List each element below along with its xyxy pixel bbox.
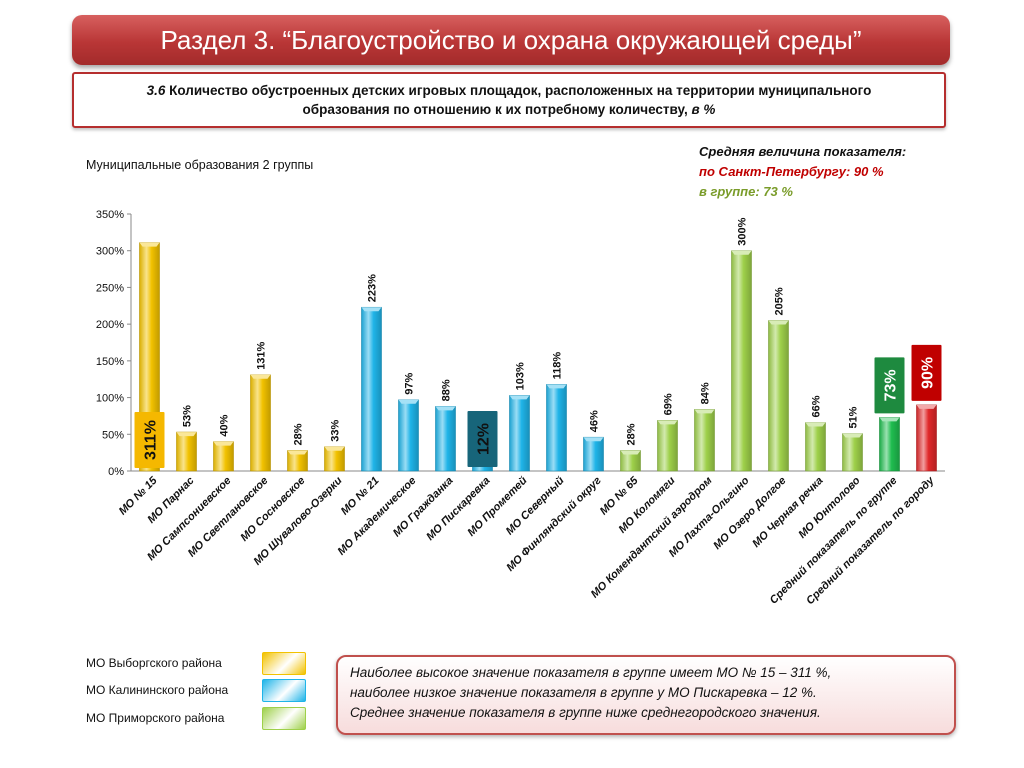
- bar-top-bevel: [658, 420, 678, 424]
- legend-item-kalinin: МО Калининского района: [86, 677, 316, 703]
- y-tick-label: 50%: [102, 429, 124, 441]
- bar-value-label: 46%: [589, 410, 601, 432]
- bar: [769, 320, 789, 471]
- category-label: МО Озеро Долгое: [711, 475, 788, 552]
- bar-top-bevel: [177, 432, 197, 436]
- bar-chart: 0%50%100%150%200%250%300%350%311%МО № 15…: [0, 0, 1024, 650]
- bar: [177, 432, 197, 471]
- legend-swatch-green: [262, 707, 306, 730]
- bar-top-bevel: [769, 320, 789, 324]
- bar-value-label: 118%: [552, 352, 564, 380]
- bar: [547, 384, 567, 471]
- bar-top-bevel: [806, 423, 826, 427]
- bar: [843, 434, 863, 471]
- bar-value-label: 84%: [700, 382, 712, 404]
- bar: [732, 251, 752, 471]
- legend-item-primorsky: МО Приморского района: [86, 705, 316, 731]
- legend-swatch-blue: [262, 679, 306, 702]
- conclusion-line-3: Среднее значение показателя в группе ниж…: [350, 703, 942, 723]
- bar-value-label: 131%: [256, 341, 268, 369]
- bar: [436, 406, 456, 471]
- y-tick-label: 300%: [96, 246, 124, 258]
- bar-top-bevel: [732, 251, 752, 255]
- bar-top-bevel: [251, 375, 271, 379]
- y-tick-label: 100%: [96, 393, 124, 405]
- bar-top-bevel: [325, 447, 345, 451]
- bar-value-label: 12%: [476, 423, 493, 455]
- conclusion-box: Наиболее высокое значение показателя в г…: [336, 655, 956, 735]
- bar-value-label: 88%: [441, 379, 453, 401]
- y-tick-label: 150%: [96, 356, 124, 368]
- bar: [695, 409, 715, 471]
- legend-label: МО Приморского района: [86, 711, 224, 725]
- y-tick-label: 0%: [108, 466, 124, 478]
- bar-value-label: 69%: [663, 393, 675, 415]
- bar: [399, 400, 419, 471]
- bar: [362, 307, 382, 471]
- legend-label: МО Выборгского района: [86, 656, 222, 670]
- bar-value-label: 28%: [626, 423, 638, 445]
- y-tick-label: 350%: [96, 209, 124, 221]
- legend-item-vyborg: МО Выборгского района: [86, 650, 316, 676]
- bar: [658, 420, 678, 471]
- bar-value-label: 103%: [515, 362, 527, 390]
- bar-top-bevel: [843, 434, 863, 438]
- bar-top-bevel: [621, 450, 641, 454]
- bar: [806, 423, 826, 471]
- category-label: МО Сосновское: [238, 475, 307, 544]
- bar-value-label: 223%: [367, 274, 379, 302]
- bar-top-bevel: [399, 400, 419, 404]
- bar: [214, 442, 234, 471]
- bar-value-label: 33%: [330, 420, 342, 442]
- y-tick-label: 200%: [96, 319, 124, 331]
- bar-value-label: 90%: [920, 357, 937, 389]
- legend-label: МО Калининского района: [86, 683, 228, 697]
- conclusion-line-2: наиболее низкое значение показателя в гр…: [350, 683, 942, 703]
- bar-value-label: 40%: [219, 414, 231, 436]
- y-tick-label: 250%: [96, 282, 124, 294]
- bar-top-bevel: [510, 395, 530, 399]
- bar-value-label: 311%: [143, 420, 160, 460]
- bar-top-bevel: [436, 406, 456, 410]
- bar-value-label: 73%: [883, 369, 900, 401]
- bar-top-bevel: [547, 384, 567, 388]
- bar-top-bevel: [695, 409, 715, 413]
- bar-top-bevel: [880, 417, 900, 421]
- bar: [917, 405, 937, 471]
- bar: [510, 395, 530, 471]
- bar-value-label: 66%: [811, 395, 823, 417]
- bar-value-label: 53%: [182, 405, 194, 427]
- category-label: МО Пискаревка: [424, 475, 492, 543]
- bar-top-bevel: [140, 243, 160, 247]
- category-label: МО Черная речка: [750, 475, 825, 550]
- bar: [880, 417, 900, 471]
- bar: [584, 437, 604, 471]
- bar-top-bevel: [214, 442, 234, 446]
- bar-top-bevel: [362, 307, 382, 311]
- bar-top-bevel: [917, 405, 937, 409]
- bar-value-label: 28%: [293, 423, 305, 445]
- bar-top-bevel: [584, 437, 604, 441]
- bar-value-label: 97%: [404, 373, 416, 395]
- bar-top-bevel: [288, 450, 308, 454]
- conclusion-line-1: Наиболее высокое значение показателя в г…: [350, 663, 942, 683]
- bar-value-label: 51%: [848, 406, 860, 428]
- bar-value-label: 205%: [774, 287, 786, 315]
- legend-swatch-yellow: [262, 652, 306, 675]
- bar: [251, 375, 271, 471]
- bar-value-label: 300%: [737, 217, 749, 245]
